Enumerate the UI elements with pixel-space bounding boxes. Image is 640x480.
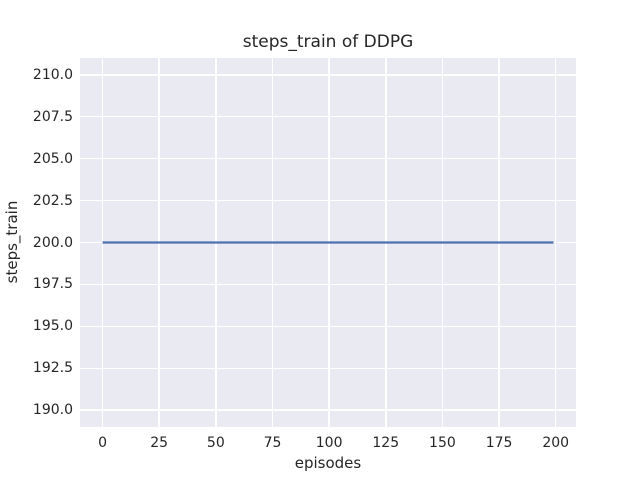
x-tick-label: 100 xyxy=(315,435,343,451)
gridline-horizontal xyxy=(80,283,576,286)
gridline-horizontal xyxy=(80,74,576,76)
x-tick-label: 150 xyxy=(429,435,456,451)
plot-area xyxy=(80,58,576,427)
y-tick-label: 190.0 xyxy=(32,402,73,419)
gridline-horizontal xyxy=(80,157,576,160)
x-tick-label: 125 xyxy=(372,435,400,451)
gridline-horizontal xyxy=(80,325,576,328)
data-line-layer xyxy=(102,241,554,244)
y-tick-label: 205.0 xyxy=(32,150,73,167)
gridline-horizontal xyxy=(80,199,576,202)
y-tick-label: 195.0 xyxy=(32,318,73,335)
y-tick-label: 202.5 xyxy=(32,192,73,209)
x-axis-label: episodes xyxy=(294,454,362,472)
y-tick-label: 200.0 xyxy=(32,234,73,251)
y-tick-label: 207.5 xyxy=(32,108,73,125)
x-tick-label: 50 xyxy=(206,435,225,451)
chart-title: steps_train of DDPG xyxy=(242,32,414,52)
gridline-horizontal xyxy=(80,367,576,370)
gridline-horizontal xyxy=(80,409,576,411)
y-tick-label: 197.5 xyxy=(32,276,73,293)
x-tick-label: 200 xyxy=(542,435,570,451)
x-tick-label: 25 xyxy=(150,435,169,451)
x-tick-label: 75 xyxy=(263,435,282,451)
x-tick-label: 175 xyxy=(485,435,513,451)
gridline-horizontal xyxy=(80,115,576,118)
y-tick-label: 192.5 xyxy=(32,360,73,377)
x-tick-label: 0 xyxy=(98,435,107,451)
y-tick-label: 210.0 xyxy=(32,66,73,83)
